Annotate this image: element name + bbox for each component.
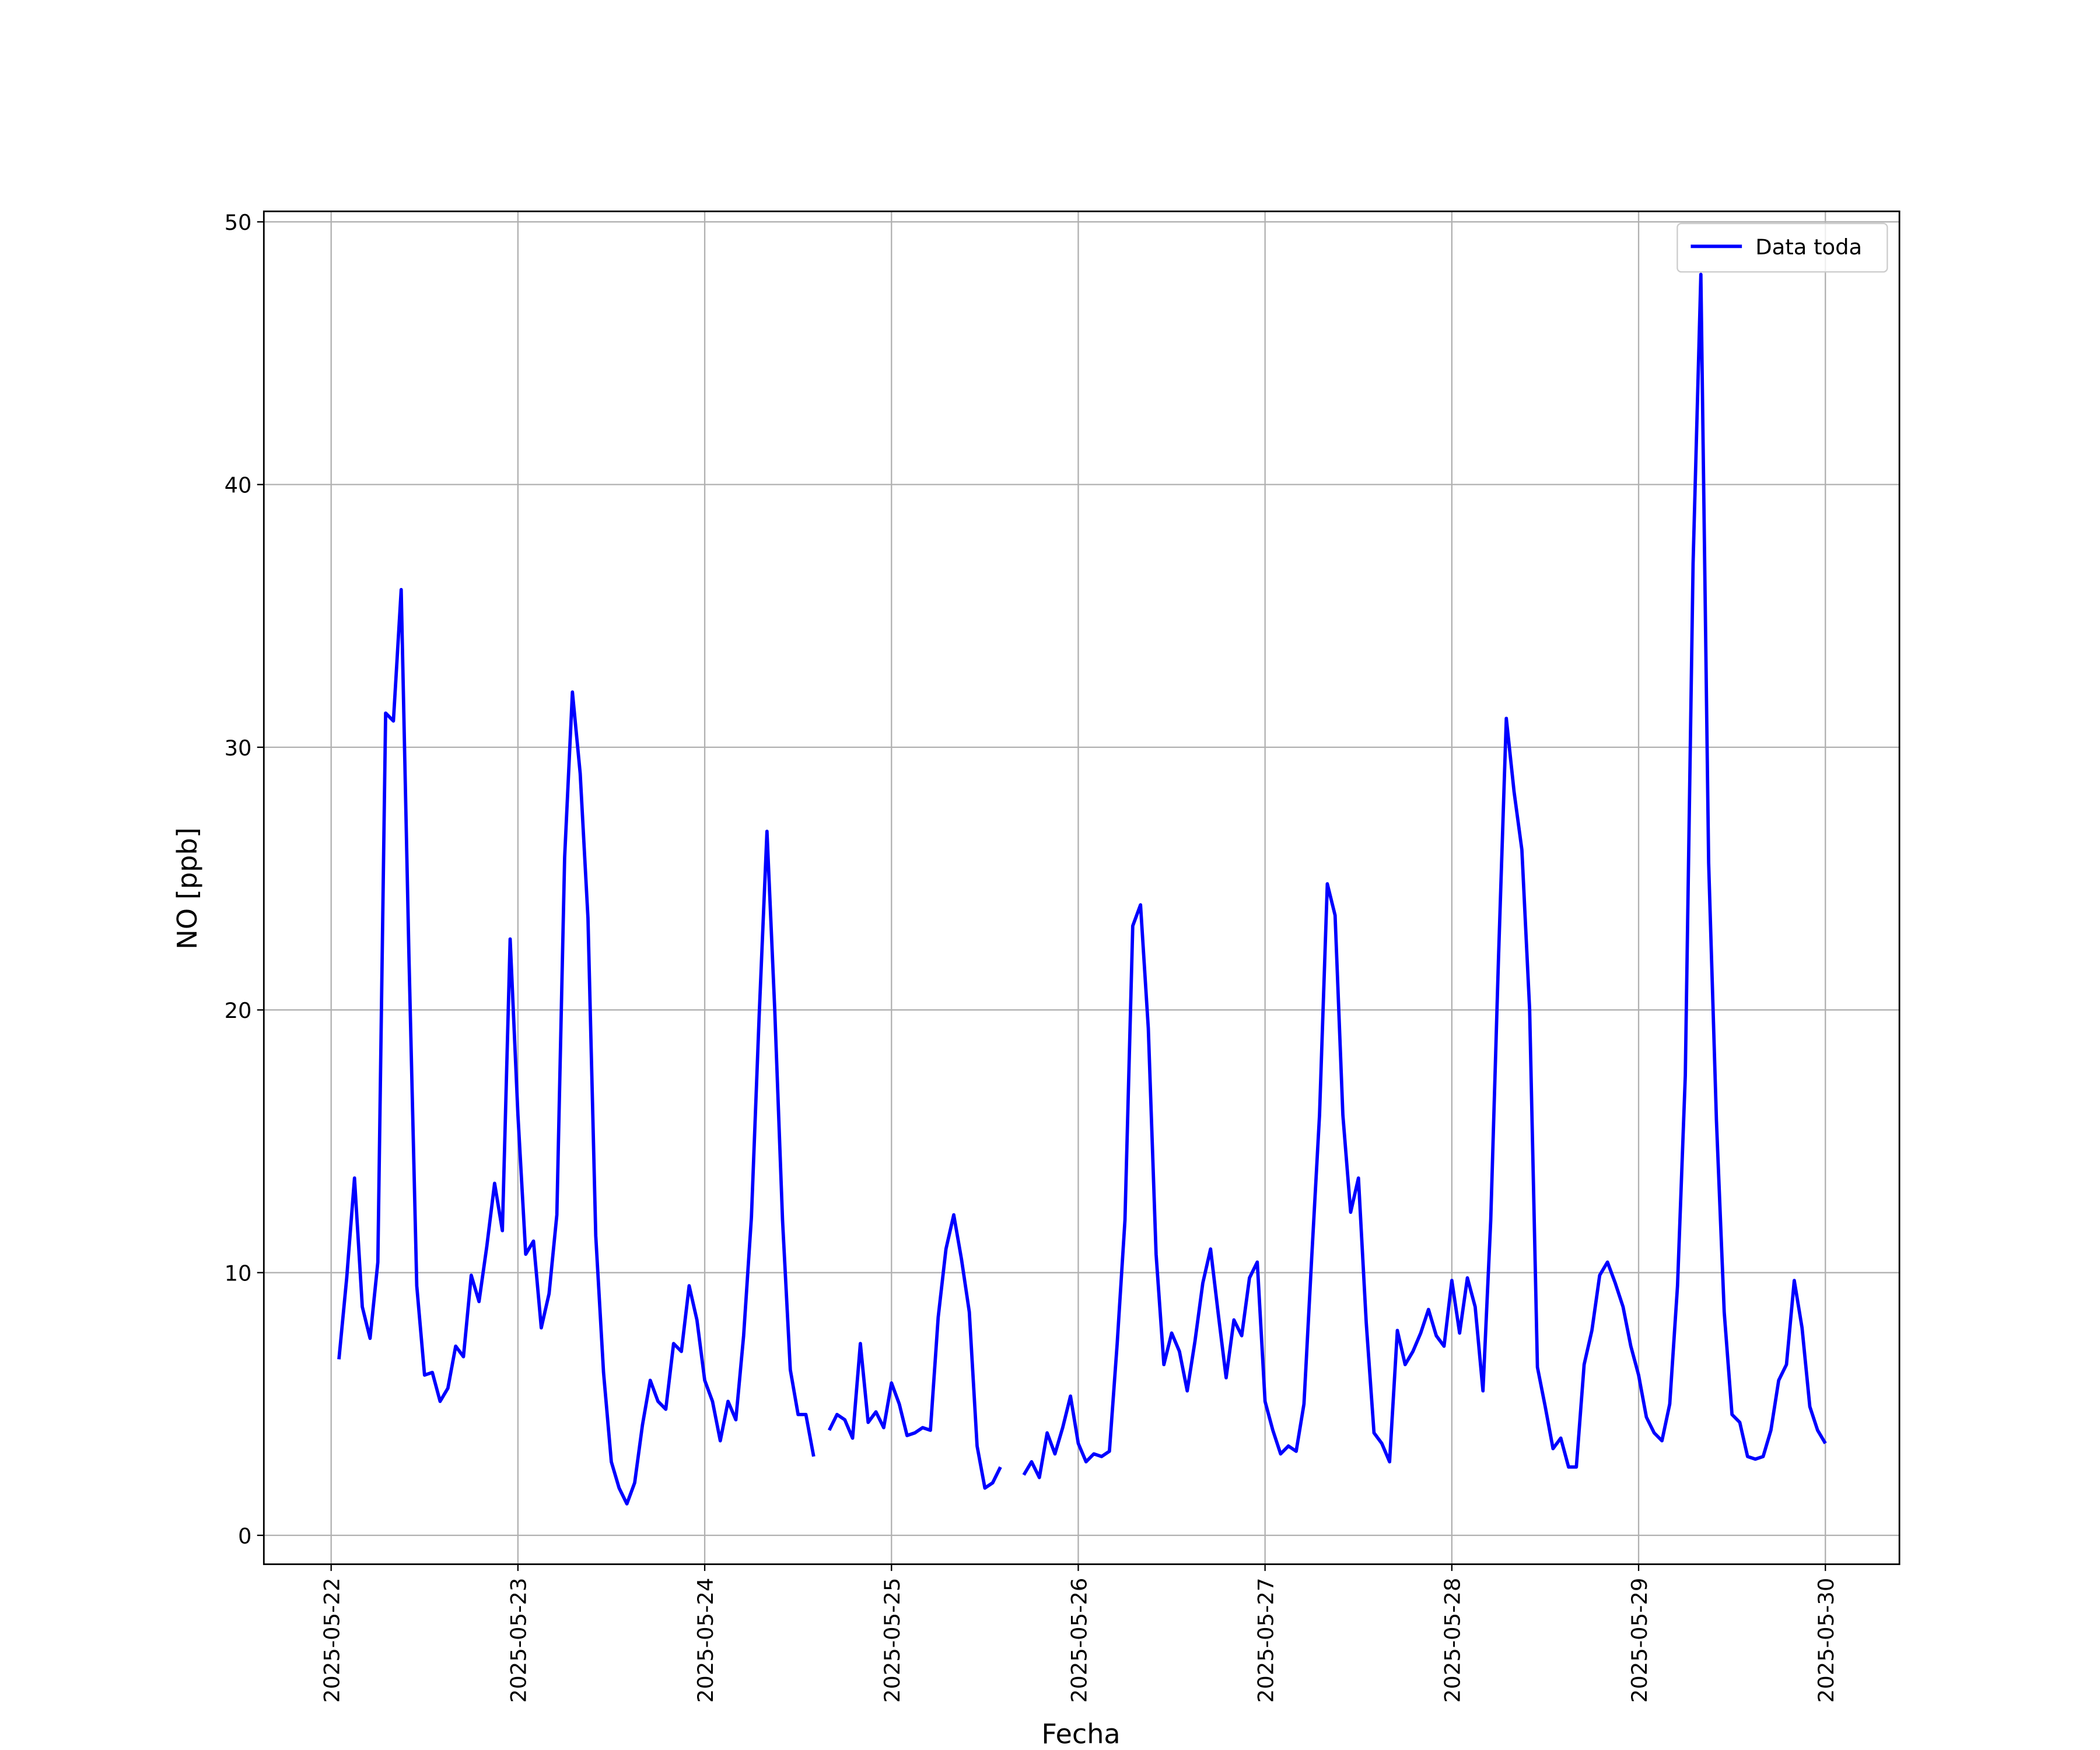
y-tick-label: 50 bbox=[225, 210, 252, 235]
y-axis-label: NO [ppb] bbox=[172, 827, 203, 949]
legend-label: Data toda bbox=[1755, 235, 1862, 260]
x-tick-label: 2025-05-23 bbox=[506, 1578, 531, 1703]
plot-frame bbox=[262, 210, 1901, 1565]
x-tick-label: 2025-05-30 bbox=[1814, 1578, 1839, 1703]
y-tick-label: 20 bbox=[225, 998, 252, 1023]
x-tick-label: 2025-05-29 bbox=[1627, 1578, 1652, 1703]
data-line bbox=[827, 1213, 1002, 1490]
x-axis-label: Fecha bbox=[1041, 1718, 1120, 1749]
x-tick-label: 2025-05-25 bbox=[880, 1578, 905, 1703]
x-tick-label: 2025-05-27 bbox=[1254, 1578, 1279, 1703]
x-tick-label: 2025-05-22 bbox=[320, 1578, 345, 1703]
data-line bbox=[1022, 272, 1827, 1479]
x-tick-label: 2025-05-26 bbox=[1066, 1578, 1091, 1703]
legend-box bbox=[1676, 222, 1888, 273]
x-tick-label: 2025-05-28 bbox=[1440, 1578, 1465, 1703]
data-line bbox=[337, 587, 816, 1506]
y-tick-label: 10 bbox=[225, 1261, 252, 1286]
y-tick-label: 40 bbox=[225, 473, 252, 498]
y-tick-label: 30 bbox=[225, 736, 252, 761]
x-tick-label: 2025-05-24 bbox=[693, 1578, 718, 1703]
y-tick-label: 0 bbox=[238, 1524, 251, 1549]
